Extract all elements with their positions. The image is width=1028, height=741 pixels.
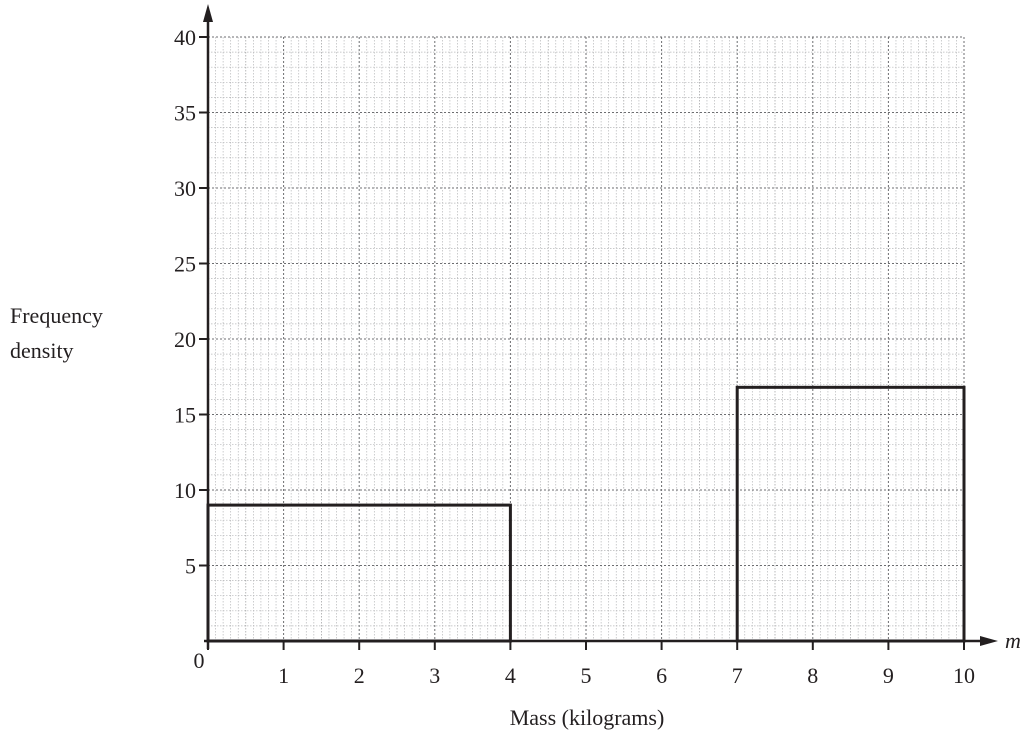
y-tick-label: 30	[174, 176, 196, 201]
y-tick-label: 25	[174, 252, 196, 277]
x-axis-title: Mass (kilograms)	[510, 705, 665, 730]
axes	[203, 4, 998, 649]
x-tick-label: 1	[278, 663, 289, 688]
x-tick-label: 5	[581, 663, 592, 688]
x-tick-label: 10	[953, 663, 975, 688]
y-tick-label: 15	[174, 403, 196, 428]
y-axis-title-line-2: density	[10, 338, 74, 363]
y-tick-label: 40	[174, 25, 196, 50]
y-axis-title-line-1: Frequency	[10, 303, 103, 328]
x-tick-label: 9	[883, 663, 894, 688]
grid-minor	[208, 37, 964, 641]
x-ticks: 0 1 2 3 4 5 6 7 8 9 10	[194, 641, 975, 688]
y-tick-label: 35	[174, 101, 196, 126]
y-ticks: 5 10 15 20 25 30 35 40	[174, 25, 208, 579]
y-tick-label: 20	[174, 327, 196, 352]
origin-label: 0	[194, 648, 205, 673]
y-tick-label: 10	[174, 478, 196, 503]
x-tick-label: 4	[505, 663, 516, 688]
y-tick-label: 5	[185, 554, 196, 579]
x-tick-label: 7	[732, 663, 743, 688]
x-tick-label: 3	[429, 663, 440, 688]
x-axis-variable: m	[1005, 628, 1021, 653]
x-tick-label: 2	[354, 663, 365, 688]
x-tick-label: 8	[807, 663, 818, 688]
y-axis-arrowhead	[203, 4, 213, 22]
x-axis-arrowhead	[980, 636, 998, 646]
x-tick-label: 6	[656, 663, 667, 688]
